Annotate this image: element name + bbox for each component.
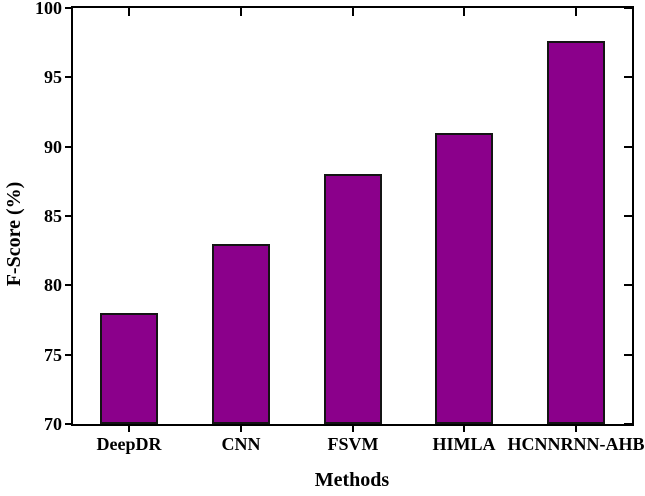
x-tick-label-HIMLA: HIMLA [432, 434, 496, 454]
x-major-tick-bottom [352, 424, 354, 432]
y-major-tick-right [624, 76, 632, 78]
y-major-tick-left [65, 76, 73, 78]
x-major-tick-bottom [575, 424, 577, 432]
y-major-tick-right [624, 354, 632, 356]
x-major-tick-top [352, 8, 354, 16]
y-major-tick-left [65, 7, 73, 9]
y-tick-label-100: 100 [35, 0, 62, 18]
x-major-tick-bottom [463, 424, 465, 432]
bar-DeepDR [100, 313, 158, 424]
y-tick-label-80: 80 [44, 275, 62, 295]
x-major-tick-top [463, 8, 465, 16]
bars-layer [73, 8, 632, 424]
x-major-tick-bottom [240, 424, 242, 432]
x-tick-label-CNN: CNN [221, 434, 261, 454]
x-major-tick-bottom [128, 424, 130, 432]
x-tick-label-HCNNRNN-AHB: HCNNRNN-AHB [507, 434, 645, 454]
y-tick-label-75: 75 [44, 345, 62, 365]
y-tick-label-95: 95 [44, 67, 62, 87]
x-tick-label-DeepDR: DeepDR [96, 434, 162, 454]
y-major-tick-left [65, 146, 73, 148]
x-tick-label-FSVM: FSVM [327, 434, 379, 454]
x-major-tick-top [575, 8, 577, 16]
y-tick-label-70: 70 [44, 414, 62, 434]
y-major-tick-right [624, 423, 632, 425]
y-major-tick-left [65, 284, 73, 286]
y-tick-label-90: 90 [44, 137, 62, 157]
y-major-tick-left [65, 423, 73, 425]
y-major-tick-right [624, 146, 632, 148]
x-major-tick-top [240, 8, 242, 16]
bar-HCNNRNN-AHB [547, 41, 605, 424]
y-axis-tick-labels: 70 75 80 85 90 95 100 [0, 0, 62, 496]
y-tick-label-85: 85 [44, 206, 62, 226]
x-axis-title: Methods [314, 469, 390, 491]
x-major-tick-top [128, 8, 130, 16]
bar-HIMLA [435, 133, 493, 424]
y-major-tick-left [65, 354, 73, 356]
y-major-tick-right [624, 7, 632, 9]
y-major-tick-right [624, 284, 632, 286]
bar-FSVM [324, 174, 382, 424]
y-major-tick-right [624, 215, 632, 217]
y-major-tick-left [65, 215, 73, 217]
bar-CNN [212, 244, 270, 424]
